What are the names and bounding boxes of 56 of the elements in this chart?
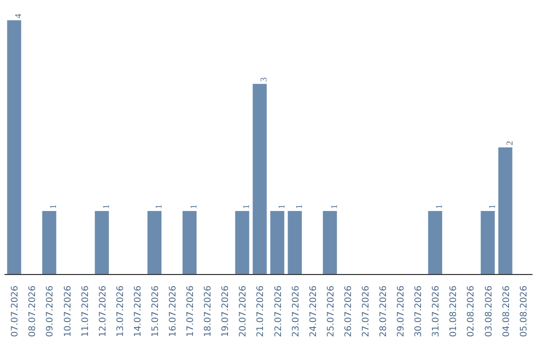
x-tick-label: 09.07.2026 bbox=[46, 285, 56, 338]
bar bbox=[270, 210, 284, 274]
data-label: 2 bbox=[504, 140, 514, 146]
x-tick-label: 21.07.2026 bbox=[256, 285, 266, 338]
bar bbox=[147, 210, 162, 274]
x-tick-label: 27.07.2026 bbox=[361, 285, 372, 338]
x-tick-label: 20.07.2026 bbox=[238, 285, 249, 338]
x-tick-label: 29.07.2026 bbox=[396, 285, 407, 338]
x-tick-label: 14.07.2026 bbox=[133, 285, 144, 338]
x-tick-label: 25.07.2026 bbox=[326, 285, 336, 338]
bar bbox=[252, 84, 267, 274]
x-tick-label: 28.07.2026 bbox=[379, 285, 390, 338]
x-tick-label: 11.07.2026 bbox=[80, 285, 91, 338]
x-tick-label: 02.08.2026 bbox=[466, 285, 477, 338]
bar bbox=[480, 210, 495, 274]
data-label: 1 bbox=[486, 204, 497, 209]
x-tick-label: 16.07.2026 bbox=[168, 285, 179, 338]
x-tick-label: 04.08.2026 bbox=[502, 285, 512, 338]
x-tick-label: 05.08.2026 bbox=[519, 285, 530, 338]
x-tick-label: 17.07.2026 bbox=[186, 285, 196, 338]
x-tick-label: 26.07.2026 bbox=[344, 285, 354, 338]
x-tick-label: 13.07.2026 bbox=[116, 285, 126, 338]
bar bbox=[42, 210, 56, 274]
x-tick-label: 31.07.2026 bbox=[432, 285, 442, 338]
x-tick-label: 03.08.2026 bbox=[484, 285, 494, 338]
x-tick-label: 19.07.2026 bbox=[221, 285, 232, 338]
bar bbox=[7, 20, 22, 274]
data-label: 1 bbox=[188, 204, 199, 209]
x-tick-label: 22.07.2026 bbox=[274, 285, 284, 338]
x-tick-label: 10.07.2026 bbox=[63, 285, 74, 338]
data-label: 1 bbox=[276, 204, 286, 209]
x-tick-label: 01.08.2026 bbox=[449, 285, 460, 338]
data-label: 1 bbox=[100, 204, 111, 209]
bar bbox=[498, 147, 512, 274]
x-tick-label: 15.07.2026 bbox=[150, 285, 161, 338]
x-tick-label: 23.07.2026 bbox=[291, 285, 302, 338]
x-tick-label: 18.07.2026 bbox=[204, 285, 214, 338]
x-tick-label: 08.07.2026 bbox=[28, 285, 38, 338]
data-label: 3 bbox=[258, 76, 269, 82]
bar bbox=[428, 210, 442, 274]
x-tick-label: 24.07.2026 bbox=[308, 285, 319, 338]
bar bbox=[94, 210, 109, 274]
x-tick-label: 30.07.2026 bbox=[414, 285, 424, 338]
data-label: 1 bbox=[328, 204, 339, 209]
data-label: 1 bbox=[434, 204, 444, 209]
bar bbox=[322, 210, 337, 274]
bar bbox=[182, 210, 197, 274]
x-tick-label: 07.07.2026 bbox=[10, 285, 21, 338]
x-tick-label: 12.07.2026 bbox=[98, 285, 108, 338]
data-label: 1 bbox=[153, 204, 164, 209]
data-label: 4 bbox=[13, 13, 24, 18]
bar bbox=[235, 210, 250, 274]
data-label: 1 bbox=[48, 204, 58, 209]
data-label: 1 bbox=[294, 204, 304, 209]
data-label: 1 bbox=[241, 204, 252, 209]
bar bbox=[288, 210, 302, 274]
